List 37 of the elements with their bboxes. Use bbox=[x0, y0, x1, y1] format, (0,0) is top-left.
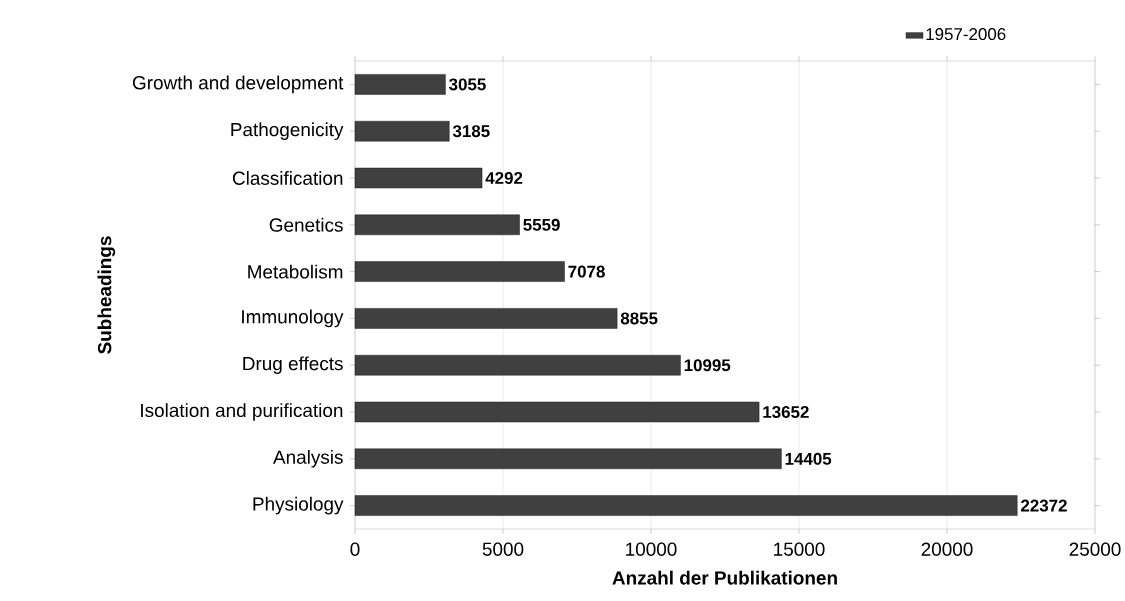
x-tick-label: 25000 bbox=[1069, 542, 1121, 556]
y-tick-label: Immunology bbox=[242, 309, 344, 328]
bar bbox=[354, 261, 565, 282]
data-label: 10995 bbox=[684, 359, 731, 372]
bar bbox=[354, 167, 483, 189]
bar bbox=[354, 448, 782, 469]
x-tick-label: 5000 bbox=[482, 542, 524, 556]
data-label: 14405 bbox=[785, 452, 832, 465]
bar bbox=[354, 401, 760, 423]
x-tick-label: 20000 bbox=[921, 542, 973, 556]
y-tick-label: Physiology bbox=[253, 496, 344, 515]
y-tick-label: Drug effects bbox=[243, 356, 343, 375]
x-axis-title: Anzahl der Publikationen bbox=[612, 570, 837, 585]
y-tick-label: Growth and development bbox=[132, 75, 344, 94]
data-label: 7078 bbox=[568, 265, 605, 278]
data-label: 22372 bbox=[1021, 499, 1067, 512]
y-tick-label: Analysis bbox=[273, 449, 343, 468]
data-label: 3185 bbox=[452, 125, 490, 138]
y-tick-label: Pathogenicity bbox=[231, 122, 344, 141]
x-tick-label: 15000 bbox=[774, 542, 825, 556]
y-tick-label: Metabolism bbox=[248, 264, 343, 279]
bar bbox=[354, 308, 618, 329]
bar bbox=[354, 214, 520, 235]
bar bbox=[354, 121, 450, 142]
data-label: 5559 bbox=[523, 218, 560, 231]
data-label: 4292 bbox=[485, 172, 523, 184]
data-label: 8855 bbox=[620, 312, 658, 325]
x-tick-label: 0 bbox=[350, 542, 360, 556]
y-tick-label: Classification bbox=[232, 171, 343, 185]
y-axis-title: Subheadings bbox=[97, 236, 116, 354]
data-label: 13652 bbox=[763, 405, 809, 419]
legend-label: 1957-2006 bbox=[926, 28, 1006, 41]
y-tick-label: Isolation and purification bbox=[141, 403, 343, 421]
y-tick-label: Genetics bbox=[269, 217, 343, 232]
x-tick-label: 10000 bbox=[626, 542, 677, 556]
bar bbox=[354, 355, 681, 376]
data-label: 3055 bbox=[449, 78, 486, 91]
